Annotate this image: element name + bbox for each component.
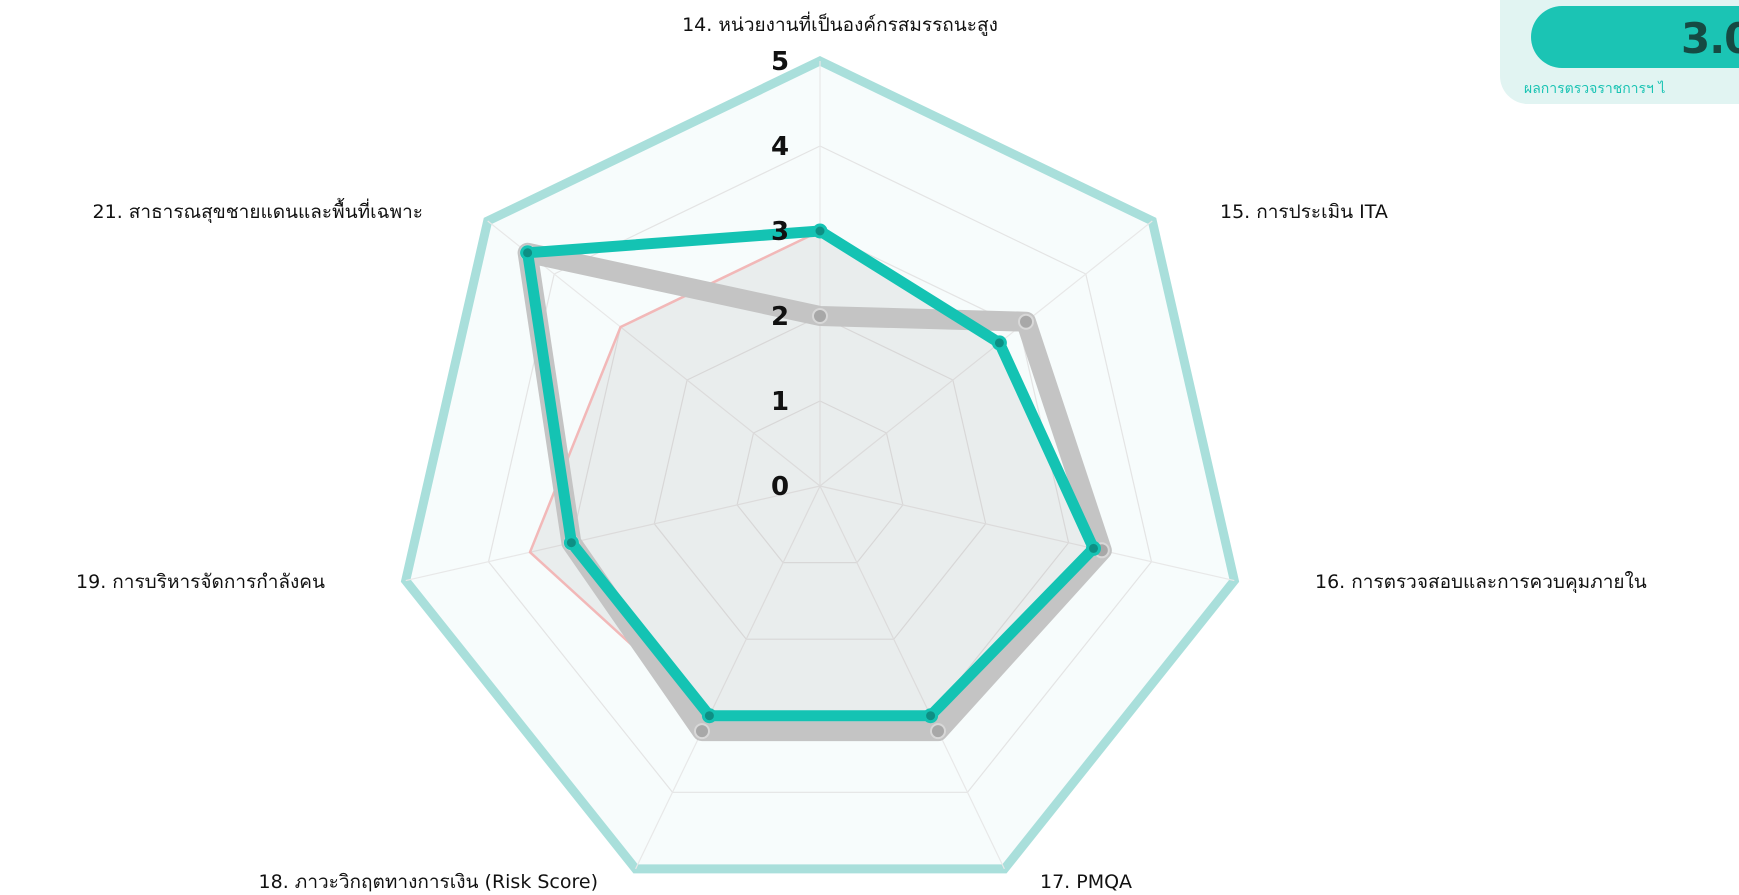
- series-3-point: [701, 708, 717, 724]
- series-2-point: [930, 723, 946, 740]
- series-2-point: [812, 308, 828, 324]
- grid-ring-2: [653, 315, 987, 640]
- score-value: 3.02: [1681, 14, 1739, 63]
- spoke-3: [819, 485, 1235, 582]
- series-3-point: [923, 708, 939, 724]
- tick-label: 4: [771, 132, 789, 162]
- axis-label: 14. หน่วยงานที่เป็นองค์กรสมรรถนะสูง: [682, 11, 998, 36]
- grid-ring-1: [736, 400, 904, 564]
- tick-label: 2: [771, 302, 789, 332]
- axis-label: 19. การบริหารจัดการกำลังคน: [76, 571, 325, 593]
- tick-label: 5: [771, 47, 789, 77]
- spoke-6: [405, 485, 821, 582]
- axis-label: 21. สาธารณสุขชายแดนและพื้นที่เฉพาะ: [93, 198, 423, 224]
- tick-label: 0: [771, 472, 789, 502]
- series-3-point: [520, 245, 536, 261]
- score-caption: ผลการตรวจราชการฯ ไ: [1524, 81, 1666, 97]
- axis-label: 17. PMQA: [1040, 871, 1132, 893]
- axis-label: 16. การตรวจสอบและการควบคุมภายใน: [1315, 571, 1647, 594]
- tick-label: 1: [771, 387, 789, 417]
- axis-label: 15. การประเมิน ITA: [1220, 201, 1388, 223]
- spoke-2: [819, 220, 1153, 487]
- tick-label: 3: [771, 217, 789, 247]
- series-3-point: [991, 335, 1007, 351]
- series-3-point: [1086, 540, 1101, 556]
- axis-label: 18. ภาวะวิกฤตทางการเงิน (Risk Score): [259, 871, 598, 893]
- spoke-4: [819, 485, 1005, 870]
- series-2-point: [694, 723, 710, 740]
- series-3-line: [522, 225, 1099, 722]
- score-card: 3.02 ผลการตรวจราชการฯ ไ: [1500, 0, 1739, 104]
- spoke-5: [635, 485, 821, 870]
- radar-series: [517, 223, 1112, 742]
- series-2-point: [1018, 313, 1034, 330]
- series-3-point: [563, 535, 579, 551]
- axis-labels: 14. หน่วยงานที่เป็นองค์กรสมรรถนะสูง 15. ก…: [76, 11, 1647, 893]
- score-pill: 3.02: [1531, 6, 1739, 68]
- radial-tick-labels: 0 1 2 3 4 5: [771, 47, 789, 502]
- series-3-point: [812, 223, 828, 239]
